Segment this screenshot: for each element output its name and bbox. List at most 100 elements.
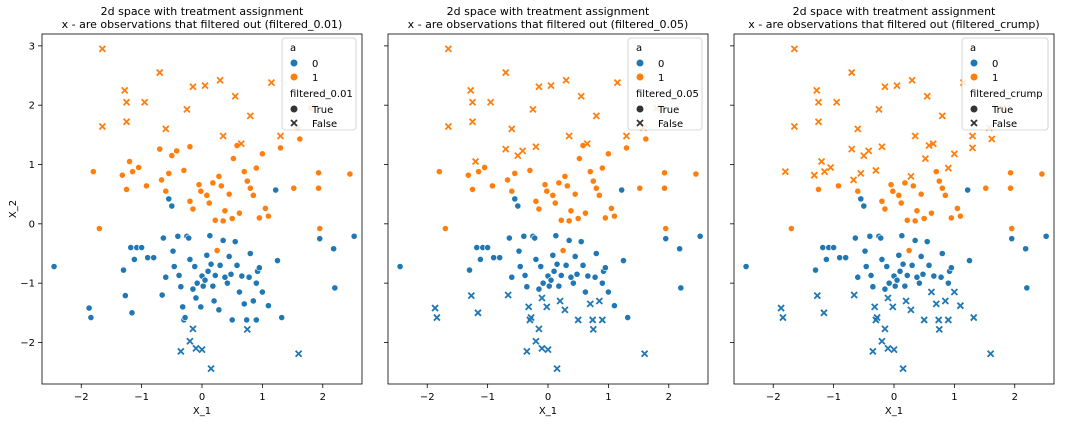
point <box>604 288 612 296</box>
legend-marker-0 <box>290 59 298 67</box>
point <box>553 260 561 268</box>
point <box>557 216 565 224</box>
point <box>889 187 897 195</box>
point-filtered-out <box>968 144 977 152</box>
point-filtered-out <box>538 344 546 353</box>
point <box>895 251 903 259</box>
point <box>277 144 284 152</box>
point-filtered-out <box>444 45 453 53</box>
point <box>158 291 166 299</box>
x-tick-label: 1 <box>259 392 265 403</box>
point <box>537 263 545 270</box>
point <box>240 168 248 176</box>
point <box>272 186 280 194</box>
point-filtered-out <box>519 147 527 155</box>
point <box>87 314 95 321</box>
point <box>228 215 236 222</box>
point <box>278 314 286 321</box>
point <box>255 264 263 272</box>
point <box>489 182 496 190</box>
point <box>830 244 838 251</box>
point <box>441 225 449 232</box>
point <box>539 279 547 287</box>
point-filtered-out <box>529 105 537 113</box>
point-filtered-out <box>561 306 569 314</box>
point <box>895 191 903 199</box>
legend-title-style: filtered_0.01 <box>290 89 353 100</box>
point <box>219 217 227 225</box>
point <box>601 214 609 222</box>
point-filtered-out <box>267 79 276 87</box>
point <box>964 186 972 194</box>
point-filtered-out <box>950 288 959 296</box>
point <box>1007 184 1014 192</box>
point <box>577 238 585 246</box>
legend-marker-false <box>970 119 978 127</box>
chart-title: 2d space with treatment assignment <box>447 5 650 18</box>
point <box>661 184 668 192</box>
point <box>869 283 877 291</box>
point <box>129 168 136 176</box>
point-filtered-out <box>189 83 197 91</box>
point-filtered-out <box>820 309 828 317</box>
point <box>236 209 243 217</box>
point <box>1007 169 1014 177</box>
point-filtered-out <box>871 303 879 311</box>
point <box>563 182 571 190</box>
point <box>243 177 251 185</box>
point <box>265 212 272 220</box>
point <box>545 282 553 290</box>
point <box>189 205 197 213</box>
point <box>592 184 600 192</box>
point-filtered-out <box>814 98 823 106</box>
point-filtered-out <box>878 337 886 345</box>
point-filtered-out <box>932 300 940 308</box>
point-filtered-out <box>525 303 533 311</box>
point <box>854 273 862 281</box>
point <box>618 186 626 194</box>
point <box>252 316 260 324</box>
point-filtered-out <box>986 350 995 358</box>
point-filtered-out <box>911 132 919 140</box>
point-filtered-out <box>502 68 510 77</box>
point <box>221 273 229 281</box>
point <box>521 272 529 279</box>
point <box>229 155 237 162</box>
legend-marker-1 <box>970 73 978 81</box>
point-filtered-out <box>508 125 516 133</box>
point-filtered-out <box>779 313 787 322</box>
point <box>550 267 558 275</box>
point <box>620 257 627 265</box>
point <box>316 235 324 243</box>
point-filtered-out <box>944 316 952 324</box>
point <box>565 237 573 244</box>
point-filtered-out <box>527 313 535 322</box>
y-axis-label: X_2 <box>8 200 19 218</box>
point-filtered-out <box>592 112 600 120</box>
point-filtered-out <box>884 294 892 302</box>
point-filtered-out <box>907 172 915 181</box>
point-filtered-out <box>613 79 622 87</box>
point <box>555 179 563 187</box>
legend-label-0: 0 <box>658 59 664 70</box>
point-filtered-out <box>889 303 897 311</box>
x-tick-label: 1 <box>951 392 957 403</box>
point-filtered-out <box>857 169 865 178</box>
chart-subtitle: x - are observations that filtered out (… <box>408 18 689 31</box>
point-filtered-out <box>544 345 552 354</box>
point-filtered-out <box>156 68 164 77</box>
point <box>642 135 650 143</box>
point-filtered-out <box>467 86 475 94</box>
legend-marker-true <box>636 105 644 113</box>
point <box>238 272 246 280</box>
point-filtered-out <box>907 306 915 314</box>
point-filtered-out <box>941 297 949 305</box>
point <box>156 145 164 153</box>
point <box>555 282 563 290</box>
point <box>150 254 158 262</box>
point <box>138 244 146 251</box>
point <box>205 199 213 207</box>
